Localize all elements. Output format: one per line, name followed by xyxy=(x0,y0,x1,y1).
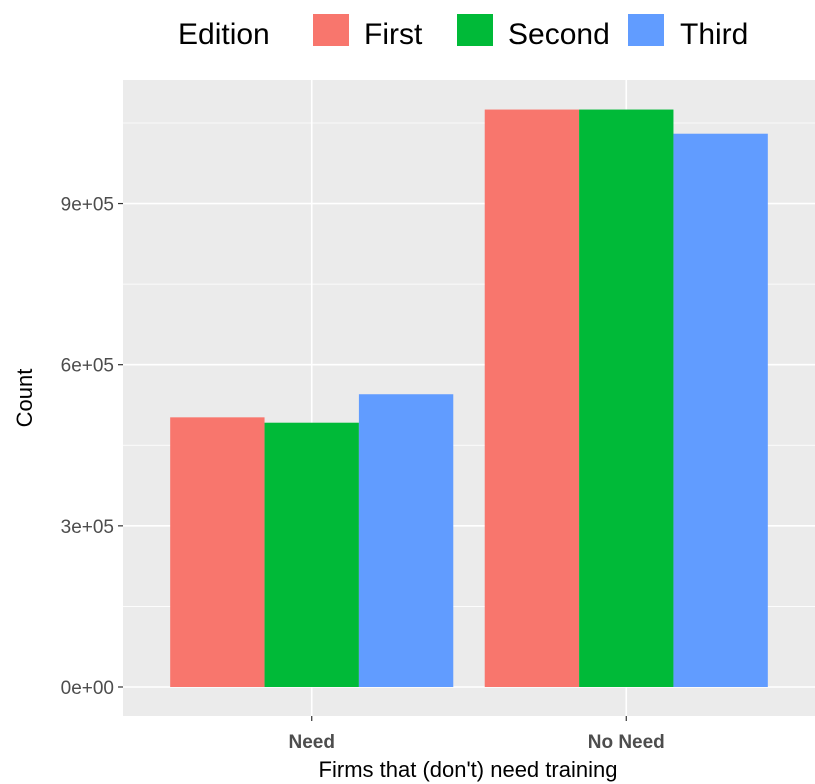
y-axis-title: Count xyxy=(12,369,37,428)
y-tick-label: 0e+00 xyxy=(61,678,114,699)
legend-key-third xyxy=(628,14,664,46)
bar-second-need xyxy=(264,422,359,687)
legend-title: Edition xyxy=(178,18,270,51)
bar-second-no-need xyxy=(579,109,674,687)
y-tick-label: 9e+05 xyxy=(61,195,114,216)
legend: Edition First Second Third xyxy=(178,14,748,51)
legend-label-second: Second xyxy=(508,18,610,51)
bar-third-need xyxy=(358,394,454,687)
legend-label-third: Third xyxy=(680,18,748,51)
bar-first-no-need xyxy=(484,109,580,687)
y-tick-label: 3e+05 xyxy=(61,517,114,538)
bar-first-need xyxy=(170,417,265,687)
x-axis-title: Firms that (don't) need training xyxy=(319,757,618,782)
x-tick-label: Need xyxy=(288,732,334,753)
legend-key-first xyxy=(313,14,349,46)
y-tick-label: 6e+05 xyxy=(61,356,114,377)
x-tick-label: No Need xyxy=(588,732,665,753)
legend-key-second xyxy=(457,14,493,46)
bar-third-no-need xyxy=(673,133,768,687)
legend-label-first: First xyxy=(364,18,423,51)
